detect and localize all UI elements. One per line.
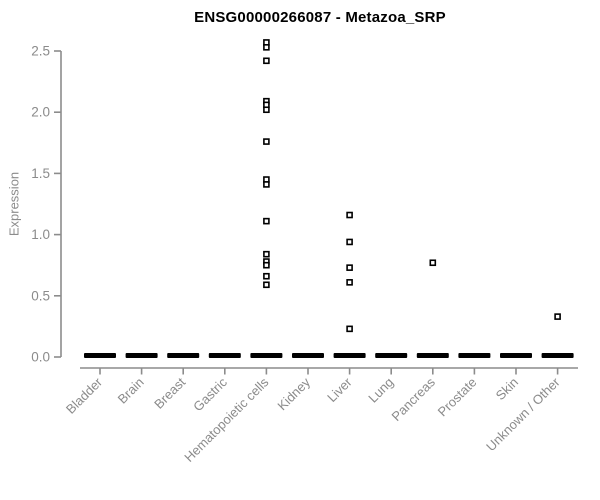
y-tick-label: 0.5: [31, 288, 50, 303]
category-label: Gastric: [190, 374, 230, 414]
y-tick-label: 2.5: [31, 44, 50, 59]
zero-dash: [84, 353, 116, 358]
data-point: [263, 250, 270, 258]
y-tick-label: 1.0: [31, 227, 50, 242]
data-point: [263, 281, 270, 289]
category-label: Unknown / Other: [483, 374, 563, 454]
zero-dash: [333, 353, 366, 358]
zero-dash: [208, 353, 241, 358]
category-label: Skin: [493, 375, 521, 403]
category-label: Brain: [115, 375, 147, 407]
category-label: Kidney: [274, 374, 313, 413]
data-point: [263, 138, 270, 145]
data-point: [263, 217, 270, 225]
data-point: [263, 44, 270, 51]
data-point: [429, 259, 437, 267]
category-label: Liver: [324, 374, 355, 405]
zero-dash: [167, 353, 200, 358]
data-point: [346, 279, 353, 286]
data-point: [263, 106, 270, 114]
zero-dash: [458, 353, 491, 358]
data-point: [346, 211, 353, 219]
category-label: Breast: [151, 374, 188, 411]
zero-dash: [250, 353, 283, 358]
zero-dash: [500, 353, 532, 358]
zero-dash: [125, 353, 158, 358]
data-point: [554, 313, 561, 320]
category-label: Lung: [365, 375, 396, 406]
data-point: [263, 57, 270, 65]
zero-dash: [375, 353, 408, 358]
category-label: Prostate: [435, 375, 480, 420]
category-label: Pancreas: [388, 374, 438, 424]
category-label: Bladder: [63, 374, 106, 417]
plot-title: ENSG00000266087 - Metazoa_SRP: [194, 9, 446, 26]
zero-dash: [541, 353, 574, 358]
data-point: [263, 272, 270, 280]
data-point: [263, 261, 270, 269]
zero-dash: [292, 353, 324, 358]
y-tick-label: 1.5: [31, 166, 50, 181]
y-tick-label: 0.0: [31, 350, 50, 365]
data-point: [346, 238, 353, 246]
y-tick-label: 2.0: [31, 105, 50, 120]
data-point: [263, 181, 270, 188]
data-point: [346, 264, 353, 271]
zero-dash: [416, 353, 449, 358]
data-point: [346, 325, 353, 333]
